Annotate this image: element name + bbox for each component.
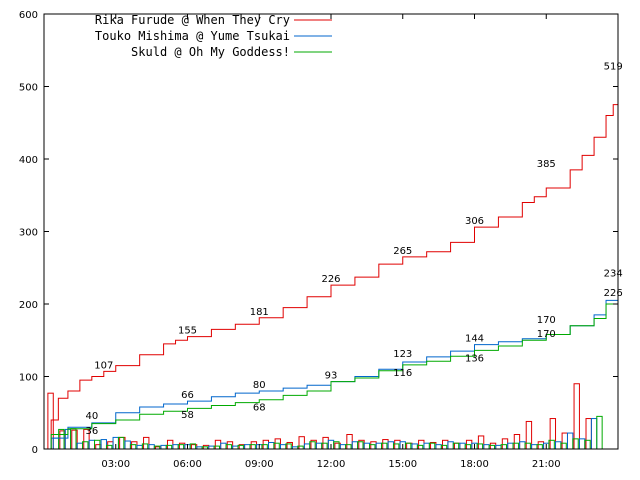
x-tick-label: 06:00 (173, 459, 202, 470)
legend: Rika Furude @ When They Cry Touko Mishima… (95, 13, 332, 59)
data-label: 80 (253, 380, 266, 391)
data-label: 181 (250, 307, 269, 318)
data-label: 265 (393, 246, 412, 257)
y-tick-label: 200 (19, 300, 38, 311)
x-tick-label: 03:00 (101, 459, 130, 470)
data-label: 306 (465, 216, 484, 227)
y-tick-label: 100 (19, 373, 38, 384)
legend-label-skuld: Skuld @ Oh My Goddess! (131, 45, 290, 59)
axes: 0 100 200 300 400 500 600 03:00 06:00 09:00 12:00 1… (19, 10, 618, 470)
data-label: 144 (465, 334, 484, 345)
y-tick-label: 500 (19, 83, 38, 94)
data-label: 519 (604, 62, 623, 73)
y-tick-label: 300 (19, 228, 38, 239)
data-label: 58 (181, 410, 194, 421)
cumulative-lines (44, 72, 619, 450)
x-tick-label: 21:00 (532, 459, 561, 470)
legend-label-rika: Rika Furude @ When They Cry (95, 13, 290, 27)
data-label: 234 (604, 268, 623, 279)
data-label: 226 (604, 288, 623, 299)
data-label: 116 (393, 368, 412, 379)
legend-label-touko: Touko Mishima @ Yume Tsukai (95, 29, 290, 43)
y-tick-label: 0 (32, 445, 38, 456)
data-label: 385 (537, 159, 556, 170)
rika-line (44, 72, 619, 450)
x-tick-label: 09:00 (245, 459, 274, 470)
data-label: 93 (325, 371, 338, 382)
x-tick-label: 15:00 (388, 459, 417, 470)
data-label: 226 (321, 274, 340, 285)
x-tick-label: 12:00 (317, 459, 346, 470)
data-label: 40 (85, 411, 98, 422)
data-label: 155 (178, 326, 197, 337)
x-tick-label: 18:00 (460, 459, 489, 470)
hourly-bars (47, 383, 603, 450)
data-label: 123 (393, 349, 412, 360)
y-tick-label: 600 (19, 10, 38, 21)
data-labels: 107 155 181 226 265 306 385 519 40 36 66 58 80 68 93 12… (85, 62, 622, 437)
data-label: 68 (253, 403, 266, 414)
data-label: 170 (537, 329, 556, 340)
y-tick-label: 400 (19, 155, 38, 166)
skuld-line (44, 285, 619, 450)
data-label: 66 (181, 390, 194, 401)
data-label: 136 (465, 353, 484, 364)
data-label: 36 (85, 426, 98, 437)
data-label: 107 (94, 360, 113, 371)
data-label: 170 (537, 315, 556, 326)
